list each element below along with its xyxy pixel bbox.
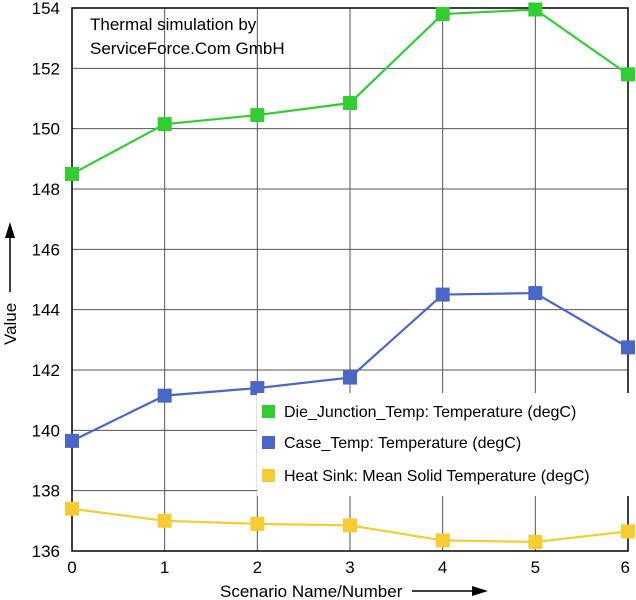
y-axis-title: Value — [1, 222, 20, 345]
annotation: Thermal simulation by ServiceForce.Com G… — [90, 15, 285, 58]
x-tick-labels: 0 1 2 3 4 5 6 — [67, 558, 630, 577]
x-axis-arrow-icon — [472, 586, 488, 596]
series-0-point-5 — [528, 2, 543, 17]
series-1-point-3 — [343, 370, 357, 385]
x-axis-label: Scenario Name/Number — [220, 582, 403, 600]
series-1-point-2 — [250, 381, 265, 396]
x-tick-label-6: 6 — [621, 558, 630, 577]
y-tick-label-8: 152 — [32, 59, 60, 78]
y-tick-labels: 136 138 140 142 144 146 148 150 152 154 — [32, 0, 60, 561]
series-0 — [65, 2, 635, 181]
legend-swatch-case — [262, 436, 275, 449]
y-tick-label-9: 154 — [32, 0, 60, 18]
series-0-point-3 — [343, 96, 357, 111]
series-0-point-2 — [250, 108, 265, 123]
plot-frame — [71, 7, 629, 552]
series-2-point-4 — [435, 533, 450, 548]
y-tick-label-0: 136 — [32, 542, 60, 561]
y-tick-label-1: 138 — [32, 482, 60, 501]
series-1-point-4 — [435, 287, 450, 302]
series-1-point-5 — [528, 286, 543, 301]
annotation-line-1: Thermal simulation by — [90, 15, 257, 34]
annotation-line-2: ServiceForce.Com GmbH — [90, 39, 285, 58]
series-0-point-0 — [65, 166, 79, 181]
series-1-point-6 — [621, 340, 635, 355]
y-tick-label-2: 140 — [32, 421, 60, 440]
series-2-point-0 — [65, 501, 79, 516]
series-2 — [65, 501, 635, 549]
legend-swatch-die-junction — [262, 405, 275, 418]
y-tick-label-7: 150 — [32, 120, 60, 139]
y-tick-label-4: 144 — [32, 301, 60, 320]
y-tick-label-5: 146 — [32, 240, 60, 259]
x-tick-label-2: 2 — [253, 558, 262, 577]
series-0-point-4 — [435, 7, 450, 22]
legend-label-case: Case_Temp: Temperature (degC) — [284, 435, 521, 452]
x-tick-label-5: 5 — [531, 558, 540, 577]
series-2-point-6 — [621, 524, 635, 539]
series-0-point-1 — [157, 117, 172, 132]
series-2-point-1 — [157, 513, 172, 528]
legend-box — [257, 393, 631, 496]
x-tick-label-3: 3 — [345, 558, 354, 577]
legend-label-heat-sink: Heat Sink: Mean Solid Temperature (degC) — [284, 468, 590, 485]
series-2-point-3 — [343, 518, 357, 533]
series-2-point-5 — [528, 534, 543, 549]
legend-label-die-junction: Die_Junction_Temp: Temperature (degC) — [284, 404, 576, 421]
legend-swatch-heat-sink — [262, 469, 275, 482]
series-layer — [65, 2, 635, 549]
series-1-point-1 — [157, 388, 172, 403]
x-tick-label-4: 4 — [438, 558, 447, 577]
series-1-point-0 — [65, 433, 79, 448]
y-axis-label: Value — [1, 303, 20, 345]
legend: Die_Junction_Temp: Temperature (degC) Ca… — [257, 393, 631, 496]
x-tick-label-1: 1 — [160, 558, 169, 577]
y-axis-arrow-icon — [5, 222, 15, 238]
series-0-point-6 — [621, 67, 635, 82]
x-tick-label-0: 0 — [67, 558, 76, 577]
y-tick-label-3: 142 — [32, 361, 60, 380]
y-tick-label-6: 148 — [32, 180, 60, 199]
series-1 — [65, 286, 635, 448]
series-2-point-2 — [250, 516, 265, 531]
x-axis-title: Scenario Name/Number — [220, 582, 488, 600]
